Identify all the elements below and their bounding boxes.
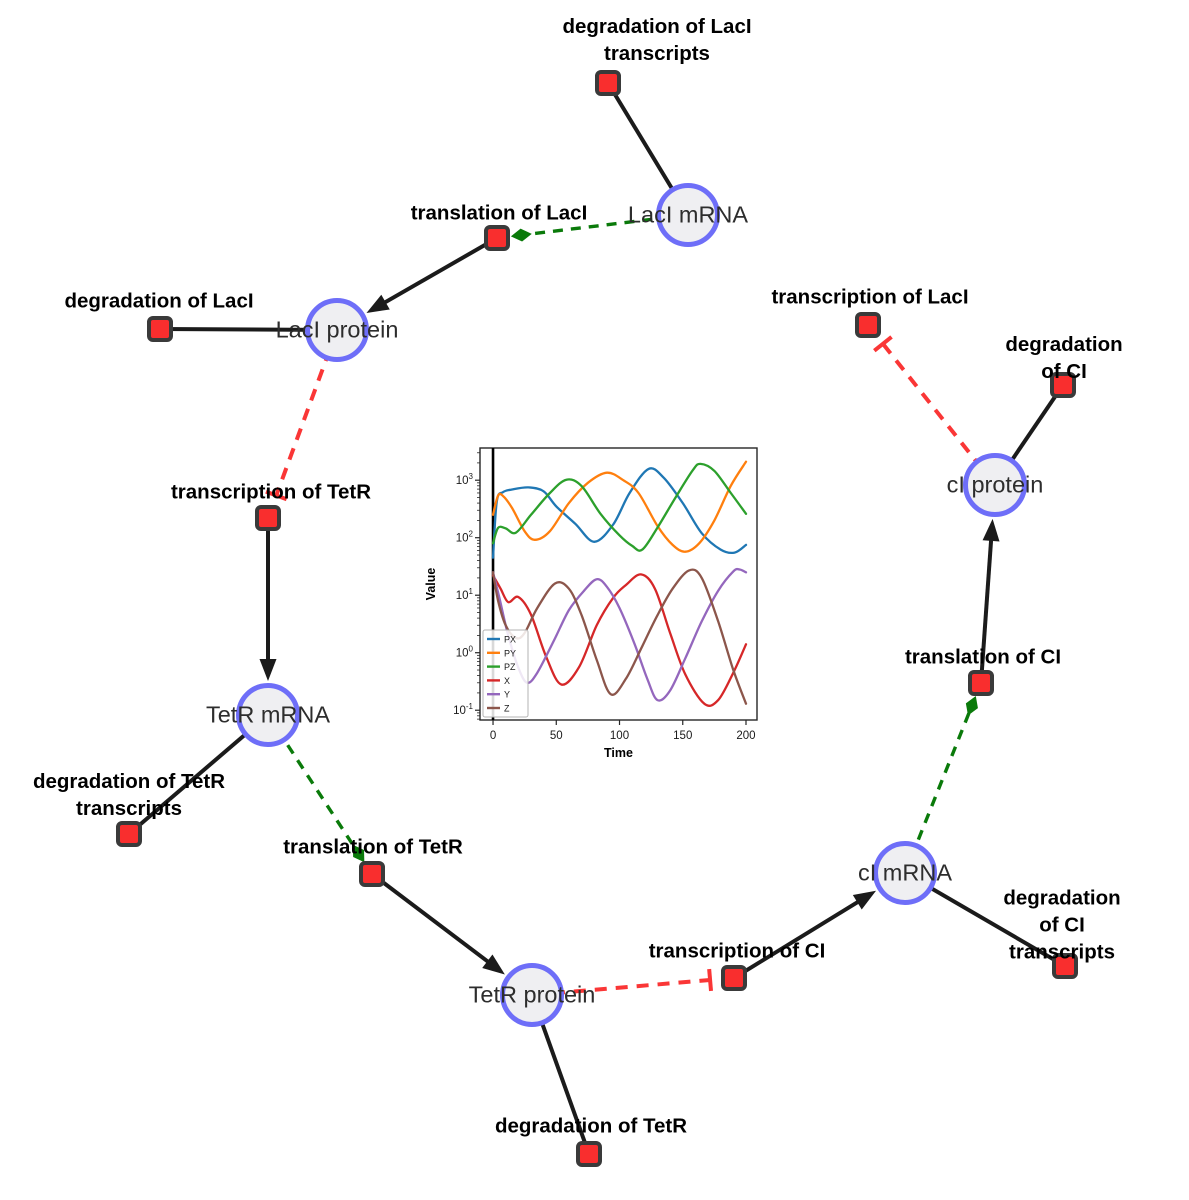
edge-inhibition-laci_protein-tx_tetr [265, 489, 288, 502]
y-tick-label: 10-1 [453, 702, 473, 717]
edge-production-transl_laci-laci_protein [379, 236, 498, 307]
x-tick-label: 150 [673, 730, 692, 742]
edge-production-transl_tetr-tetr_protein [370, 872, 494, 967]
legend-label-Z: Z [504, 704, 510, 714]
x-tick-label: 100 [610, 730, 629, 742]
species-node-tetr_protein[interactable] [500, 963, 564, 1027]
reaction-node-transl_tetr[interactable] [359, 861, 385, 887]
reaction-node-transl_ci[interactable] [968, 670, 994, 696]
reaction-node-deg_laci[interactable] [147, 316, 173, 342]
y-tick-label: 101 [456, 587, 474, 602]
reaction-node-tx_ci[interactable] [721, 965, 747, 991]
reaction-node-deg_ci[interactable] [1050, 372, 1076, 398]
legend-label-Y: Y [504, 690, 510, 700]
species-node-tetr_mrna[interactable] [236, 683, 300, 747]
edge-production-tx_ci-ci_mrna-arrowhead [852, 890, 877, 910]
edge-production-tx_tetr-tetr_mrna-arrowhead [259, 659, 277, 681]
x-tick-label: 0 [490, 730, 496, 742]
reaction-node-deg_laci_tx[interactable] [595, 70, 621, 96]
legend-label-PY: PY [504, 648, 516, 658]
x-tick-label: 200 [736, 730, 755, 742]
reaction-node-tx_laci[interactable] [855, 312, 881, 338]
edge-inhibition-tetr_protein-tx_ci [707, 968, 713, 992]
edge-inhibition-ci_protein-tx_laci [873, 335, 893, 353]
legend-label-PX: PX [504, 635, 516, 645]
edge-production-transl_ci-ci_protein-arrowhead [982, 518, 1000, 542]
simulation-plot-inset: 0 50 100 150 200 103 102 101 100 10-1 Time Value PX P… [424, 430, 770, 765]
simulation-plot: 0 50 100 150 200 103 102 101 100 10-1 Time Value PX P… [424, 447, 758, 760]
reaction-node-tx_tetr[interactable] [255, 505, 281, 531]
edge-modifier-laci_mrna-transl_laci-arrowhead [510, 228, 532, 242]
reaction-node-deg_tetr_tx[interactable] [116, 821, 142, 847]
x-tick-label: 50 [550, 730, 563, 742]
species-node-laci_protein[interactable] [305, 298, 369, 362]
edge-modifier-ci_mrna-transl_ci-arrowhead [965, 695, 978, 716]
series-line-PY [491, 460, 748, 553]
series-line-PZ [491, 462, 748, 552]
legend-label-X: X [504, 676, 510, 686]
x-axis-label: Time [604, 746, 633, 760]
species-node-ci_mrna[interactable] [873, 841, 937, 905]
y-tick-label: 103 [456, 472, 474, 487]
legend-label-PZ: PZ [504, 662, 516, 672]
y-tick-label: 100 [456, 645, 474, 660]
edge-production-transl_tetr-tetr_protein-arrowhead [482, 954, 505, 975]
reaction-node-deg_ci_tx[interactable] [1052, 953, 1078, 979]
edge-production-transl_laci-laci_protein-arrowhead [366, 294, 390, 314]
y-tick-label: 102 [456, 530, 474, 545]
series-line-PX [491, 467, 748, 559]
edge-modifier-tetr_mrna-transl_tetr-arrowhead [352, 844, 365, 863]
species-node-ci_protein[interactable] [963, 453, 1027, 517]
y-axis-label: Value [425, 568, 438, 601]
reaction-node-transl_laci[interactable] [484, 225, 510, 251]
reaction-node-deg_tetr[interactable] [576, 1141, 602, 1167]
species-node-laci_mrna[interactable] [656, 183, 720, 247]
edge-production-transl_ci-ci_protein [979, 534, 994, 684]
edge-production-tx_ci-ci_mrna [732, 897, 864, 980]
